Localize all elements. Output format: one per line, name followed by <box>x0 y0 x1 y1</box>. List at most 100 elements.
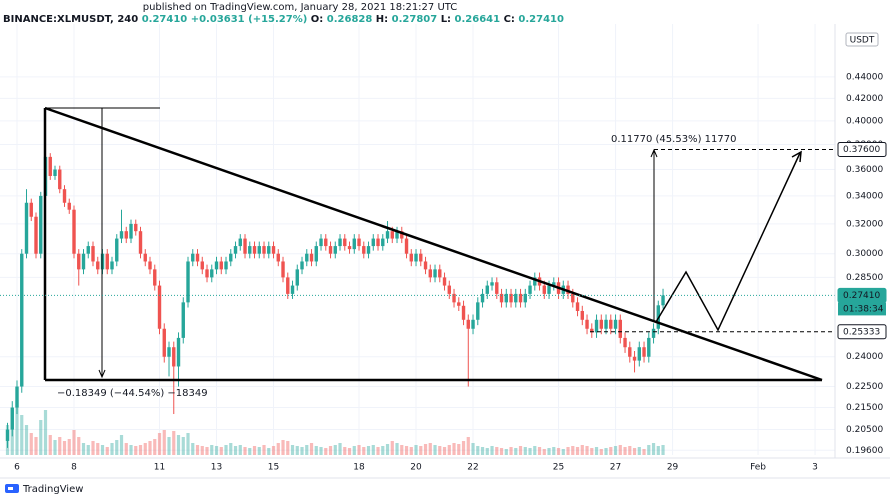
headline: BINANCE:XLMUSDT, 240 0.27410 +0.03631 (+… <box>3 14 564 25</box>
volume-bar <box>233 446 238 455</box>
volume-bar <box>523 447 527 455</box>
volume-bar <box>167 437 171 455</box>
candle-body <box>286 277 290 294</box>
x-tick-label: 22 <box>467 463 478 473</box>
candle-body <box>34 216 38 254</box>
candle-body <box>485 285 489 294</box>
volume-bar <box>96 443 100 455</box>
candle-body <box>414 253 418 262</box>
volume-bar <box>623 447 627 455</box>
candle-body <box>233 246 238 254</box>
candle-body <box>200 261 204 270</box>
volume-bar <box>442 447 447 455</box>
y-tick-label: 0.34000 <box>846 191 883 201</box>
candle-body <box>333 246 337 254</box>
volume-bar <box>395 443 399 455</box>
x-tick-label: 25 <box>553 463 564 473</box>
volume-bar <box>495 447 499 455</box>
volume-bar <box>143 443 147 455</box>
candle-body <box>124 231 128 239</box>
candle-body <box>162 328 166 357</box>
candle-body <box>618 319 622 338</box>
price-label: 0.27410 <box>843 291 880 301</box>
y-tick-label: 0.44000 <box>846 72 883 82</box>
volume-bar <box>362 447 366 455</box>
candle-body <box>509 293 513 303</box>
candle-body <box>105 253 109 270</box>
volume-bar <box>628 446 632 455</box>
volume-bar <box>575 447 580 455</box>
candle-body <box>590 328 594 333</box>
candle-body <box>495 282 499 294</box>
candle-body <box>623 337 627 348</box>
price-label-box <box>837 141 887 157</box>
volume-bar <box>613 446 618 455</box>
last-price: 0.27410 <box>142 14 188 25</box>
x-tick-label: 13 <box>211 463 222 473</box>
candle-body <box>381 238 385 247</box>
volume-bar <box>333 445 337 455</box>
volume-bar <box>115 440 119 455</box>
candle-body <box>219 261 223 270</box>
candle-body <box>238 238 242 247</box>
y-tick-label: 0.30000 <box>846 249 883 259</box>
volume-bar <box>238 445 242 455</box>
candle-body <box>48 156 52 176</box>
arrowhead <box>98 369 106 379</box>
candle-body <box>39 195 43 254</box>
candle-body <box>366 246 371 254</box>
candle-body <box>442 277 447 286</box>
y-tick-label: 0.22500 <box>846 382 883 392</box>
candle-body <box>343 238 347 247</box>
volume-bar <box>366 446 371 455</box>
candle-body <box>499 293 504 303</box>
x-tick-label: 20 <box>410 463 422 473</box>
candle-body <box>10 407 14 430</box>
volume-bar <box>243 447 247 455</box>
candle-body <box>134 223 138 232</box>
candle-body <box>476 302 480 320</box>
y-tick-label: 0.24000 <box>846 352 883 362</box>
volume-bar <box>485 448 489 455</box>
symbol-line: BINANCE:XLMUSDT, 240 0.27410 +0.03631 (+… <box>3 14 564 25</box>
candle-body <box>29 202 33 217</box>
volume-bar <box>53 440 57 455</box>
volume-bar <box>124 443 128 455</box>
candle-body <box>352 238 356 250</box>
ohlc-value: 0.26828 <box>327 14 373 25</box>
volume-bar <box>414 445 418 455</box>
volume-bar <box>162 430 166 455</box>
candle-body <box>77 253 81 270</box>
volume-bar <box>385 444 390 455</box>
candle-body <box>542 285 546 294</box>
candle-body <box>390 231 394 239</box>
volume-bar <box>499 448 504 455</box>
published-note: published on TradingView.com, January 28… <box>143 2 458 13</box>
volume-bar <box>637 447 641 455</box>
volume-bar <box>537 447 542 455</box>
candle-body <box>119 231 124 239</box>
candle-body <box>172 347 176 367</box>
volume-bar <box>110 443 114 455</box>
volume-bar <box>618 445 622 455</box>
candle-body <box>504 293 508 303</box>
candle-body <box>100 253 105 270</box>
brand: TradingView <box>22 484 83 495</box>
volume-bar <box>286 441 290 455</box>
candle-body <box>409 253 413 262</box>
candle-body <box>319 238 323 247</box>
candle-body <box>314 246 318 262</box>
candle-body <box>58 169 62 190</box>
candle-body <box>385 231 390 239</box>
volume-bar <box>257 447 261 455</box>
candle-body <box>214 261 219 270</box>
volume-bar <box>305 445 309 455</box>
volume-bar <box>390 441 394 455</box>
volume-bar <box>186 433 190 455</box>
y-tick-label: 0.42000 <box>846 94 883 104</box>
candle-body <box>205 269 209 278</box>
volume-bar <box>556 448 561 455</box>
volume-bar <box>200 446 204 455</box>
candle-body <box>438 269 442 278</box>
